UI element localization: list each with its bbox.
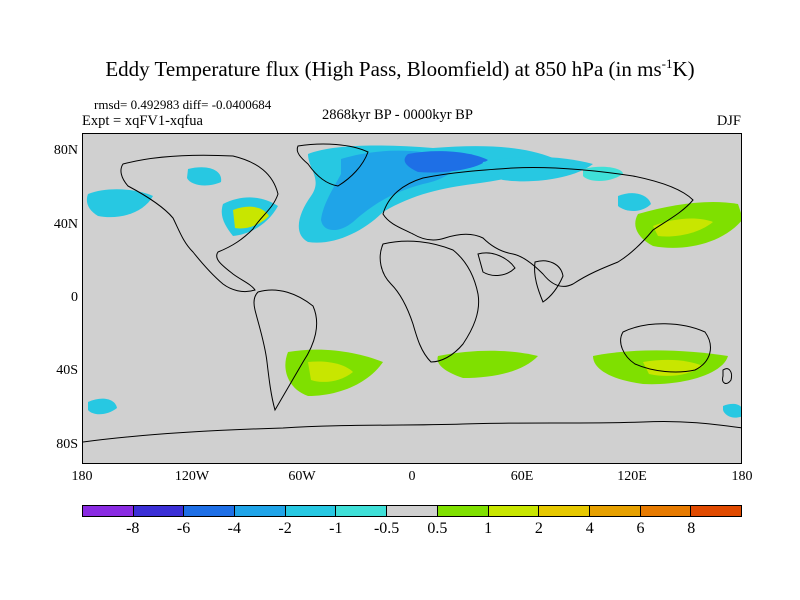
colorbar-swatch xyxy=(285,506,337,516)
colorbar-swatch xyxy=(83,506,134,516)
colorbar-swatch xyxy=(184,506,236,516)
field-patch-se xyxy=(723,403,741,418)
colorbar-label: 0.5 xyxy=(427,520,448,537)
colorbar-label: -4 xyxy=(227,520,241,537)
chart-title: Eddy Temperature flux (High Pass, Bloomf… xyxy=(105,56,695,81)
field-south-atlantic-core xyxy=(308,361,353,382)
colorbar-label: 6 xyxy=(636,520,645,537)
field-siberia-edge xyxy=(583,166,623,181)
colorbar-label: -0.5 xyxy=(373,520,400,537)
coast-greenland xyxy=(296,143,369,187)
lat-tick: 40S xyxy=(56,363,78,378)
colorbar-swatch xyxy=(539,506,590,516)
lat-tick: 80N xyxy=(53,143,78,158)
field-north-canada xyxy=(187,167,222,186)
colorbar-swatch xyxy=(691,506,741,516)
colorbar-swatch xyxy=(133,506,185,516)
colorbar-label: 1 xyxy=(484,520,493,537)
colorbar-swatch xyxy=(488,506,540,516)
coastlines xyxy=(83,143,741,443)
colorbar-label: -6 xyxy=(176,520,191,537)
lon-tick: 120E xyxy=(617,469,647,484)
coast-north-america xyxy=(120,154,279,293)
stats-text: rmsd= 0.492983 diff= -0.0400684 xyxy=(94,97,272,112)
lat-tick: 0 xyxy=(71,290,78,305)
field-south-indian xyxy=(437,350,538,378)
coast-eurasia xyxy=(382,166,694,287)
colorbar-label: 8 xyxy=(687,520,696,537)
coast-africa xyxy=(379,240,480,363)
coast-antarctica xyxy=(83,420,741,443)
colorbar-swatch xyxy=(336,506,388,516)
field-alaska xyxy=(86,189,153,218)
colorbar-swatch xyxy=(589,506,641,516)
lon-tick: 60E xyxy=(510,469,534,484)
field-japan xyxy=(618,193,651,211)
coast-india xyxy=(534,260,564,303)
field-north-america-green xyxy=(233,206,269,229)
lon-tick: 0 xyxy=(408,469,416,484)
colorbar-swatch xyxy=(235,506,286,516)
colorbar-label: 4 xyxy=(585,520,594,537)
lon-tick: 60W xyxy=(288,469,316,484)
colorbar xyxy=(82,505,742,517)
lat-tick: 80S xyxy=(56,437,78,452)
lon-tick: 180 xyxy=(731,469,753,484)
world-map xyxy=(82,133,742,464)
map-svg xyxy=(83,134,741,463)
field-south-pacific-core xyxy=(643,359,703,376)
lon-tick: 120W xyxy=(174,469,210,484)
colorbar-label: -8 xyxy=(126,520,140,537)
anomaly-fields xyxy=(86,145,741,418)
experiment-label: Expt = xqFV1-xqfua xyxy=(82,113,203,129)
coast-south-america xyxy=(253,289,318,412)
colorbar-swatch xyxy=(387,506,438,516)
field-atlantic-deep xyxy=(404,151,488,173)
period-label: 2868kyr BP - 0000kyr BP xyxy=(322,107,473,123)
coast-australia xyxy=(620,323,711,373)
coast-arabia xyxy=(477,252,516,276)
lon-tick: 180 xyxy=(71,469,93,484)
field-nw-pacific-core xyxy=(653,218,713,237)
colorbar-label: 2 xyxy=(534,520,543,537)
coast-new-zealand xyxy=(722,368,732,384)
field-siberia xyxy=(482,156,593,182)
colorbar-label: -2 xyxy=(278,520,292,537)
season-label: DJF xyxy=(716,113,741,129)
lat-tick: 40N xyxy=(53,217,78,232)
colorbar-swatch xyxy=(640,506,692,516)
colorbar-swatch xyxy=(437,506,489,516)
colorbar-label: -1 xyxy=(329,520,343,537)
field-patch-sw xyxy=(88,398,117,415)
